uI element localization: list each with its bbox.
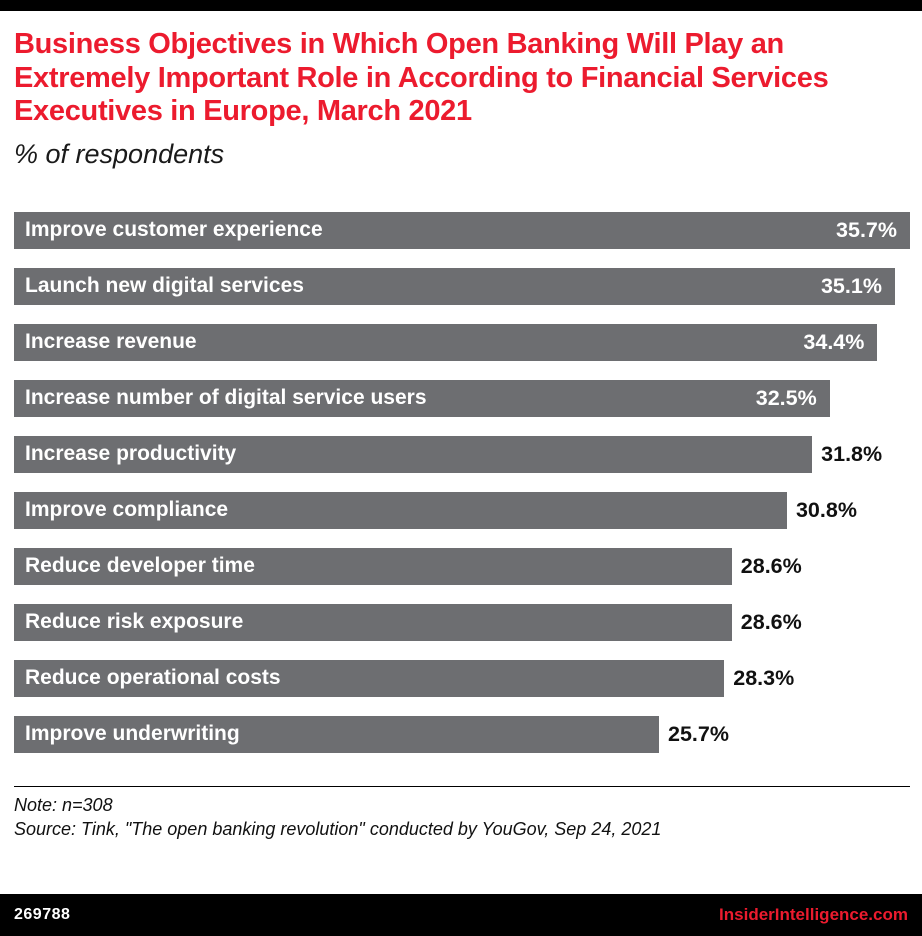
bar: Reduce operational costs bbox=[14, 659, 725, 697]
bar-value-label: 34.4% bbox=[803, 329, 865, 354]
bar-row: Reduce developer time 28.6% bbox=[14, 547, 910, 585]
bar-row: Improve underwriting 25.7% bbox=[14, 715, 910, 753]
bar-row: Improve customer experience 35.7% bbox=[14, 211, 910, 249]
bar: Increase productivity bbox=[14, 435, 813, 473]
bar: Improve customer experience 35.7% bbox=[14, 211, 910, 249]
bar-category-label: Increase productivity bbox=[25, 442, 237, 466]
bar-value-label: 35.1% bbox=[820, 273, 882, 298]
bar-category-label: Improve underwriting bbox=[25, 722, 240, 746]
chart-id: 269788 bbox=[14, 906, 71, 923]
bar-value-label: 25.7% bbox=[668, 721, 729, 746]
chart-title: Business Objectives in Which Open Bankin… bbox=[14, 28, 829, 128]
bar-row: Increase number of digital service users… bbox=[14, 379, 910, 417]
bar-row: Increase productivity 31.8% bbox=[14, 435, 910, 473]
bar-value-label: 30.8% bbox=[795, 497, 857, 522]
footer-black-band: 269788 InsiderIntelligence.com bbox=[0, 894, 922, 936]
brand-link[interactable]: InsiderIntelligence.com bbox=[719, 905, 908, 924]
bar-row: Improve compliance 30.8% bbox=[14, 491, 910, 529]
top-black-band bbox=[0, 0, 922, 11]
bar-category-label: Improve compliance bbox=[25, 498, 229, 522]
chart-page: Business Objectives in Which Open Bankin… bbox=[0, 11, 922, 841]
bar-category-label: Reduce operational costs bbox=[25, 666, 281, 690]
bar: Reduce developer time bbox=[14, 547, 732, 585]
bar-row: Reduce risk exposure 28.6% bbox=[14, 603, 910, 641]
note-text: Note: n=308 bbox=[14, 794, 113, 815]
bar-value-label: 35.7% bbox=[836, 217, 897, 242]
bar-value-label: 28.6% bbox=[740, 609, 802, 634]
bar-row: Increase revenue 34.4% bbox=[14, 323, 910, 361]
bar-row: Launch new digital services 35.1% bbox=[14, 267, 910, 305]
bar-chart: Improve customer experience 35.7% Launch n… bbox=[14, 211, 910, 753]
bar-value-label: 32.5% bbox=[755, 385, 817, 410]
bar: Reduce risk exposure bbox=[14, 603, 732, 641]
bar: Launch new digital services 35.1% bbox=[14, 267, 895, 305]
bar-category-label: Reduce risk exposure bbox=[25, 610, 244, 634]
bar-category-label: Increase revenue bbox=[25, 330, 197, 354]
bar-value-label: 28.6% bbox=[740, 553, 802, 578]
footnote-divider bbox=[14, 785, 910, 787]
bar-row: Reduce operational costs 28.3% bbox=[14, 659, 910, 697]
bar: Improve underwriting bbox=[14, 715, 660, 753]
chart-subtitle: % of respondents bbox=[14, 138, 225, 169]
source-text: Source: Tink, "The open banking revoluti… bbox=[14, 818, 662, 839]
bar: Improve compliance bbox=[14, 491, 787, 529]
bar: Increase number of digital service users… bbox=[14, 379, 830, 417]
bar-category-label: Increase number of digital service users bbox=[25, 386, 427, 410]
bar-value-label: 28.3% bbox=[733, 665, 795, 690]
bar-category-label: Launch new digital services bbox=[25, 274, 304, 298]
bar-category-label: Reduce developer time bbox=[25, 554, 255, 578]
bar-value-label: 31.8% bbox=[821, 441, 883, 466]
bar-category-label: Improve customer experience bbox=[25, 218, 323, 242]
bar: Increase revenue 34.4% bbox=[14, 323, 878, 361]
